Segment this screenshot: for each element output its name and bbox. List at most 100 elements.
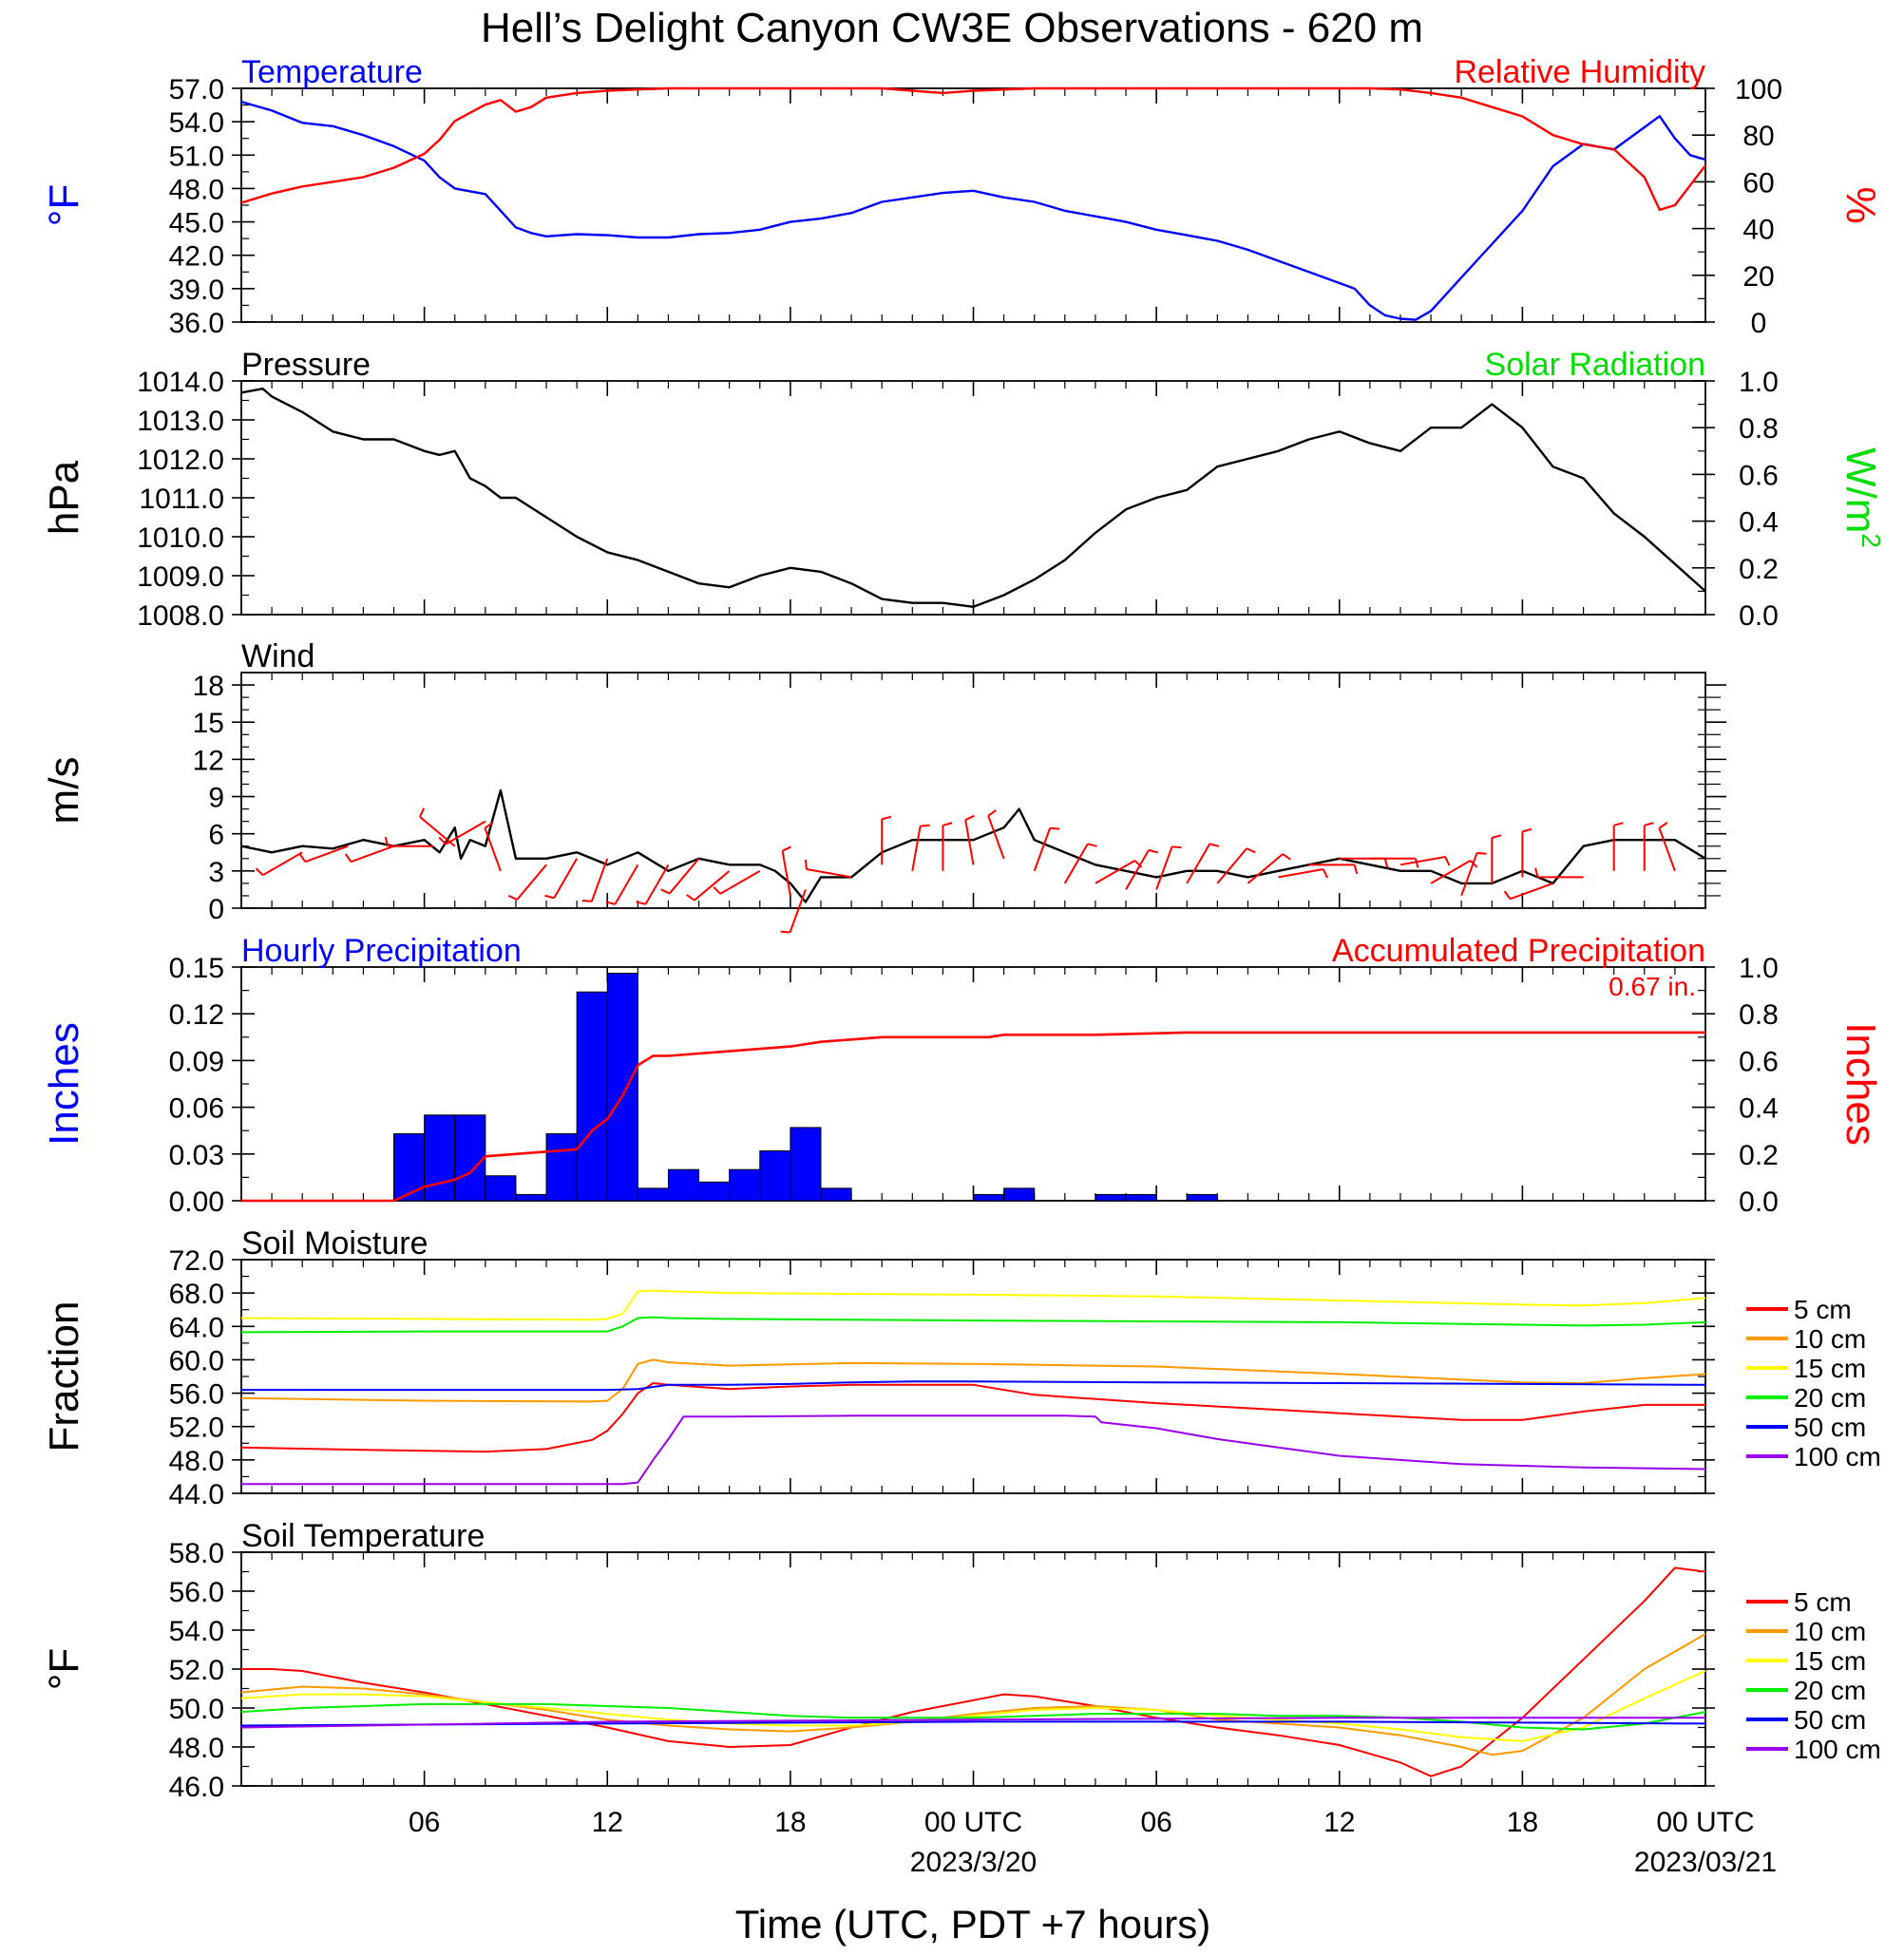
wind-barb-flag [780,930,790,934]
precip-bar [1003,1187,1036,1202]
wind-barb [438,820,486,845]
precip-bar [973,1193,1005,1202]
y-left-tick-label: 0.06 [169,1093,224,1125]
wind-barb [1643,822,1654,871]
x-tick-label: 12 [1323,1807,1355,1838]
precip-bar [1095,1193,1127,1202]
wind-barb [1503,882,1553,901]
series-line-pressure [240,788,1706,903]
wind-barb-flag [255,867,264,876]
y-right-tick-label: 0.6 [1739,1046,1779,1077]
y-left-axis-title: Fraction [41,1301,87,1452]
y-right-axis-title-text: W/m [1837,447,1884,533]
panel-temp_rh: 57.054.051.048.045.042.039.036.0 100 80 60 4… [41,54,1884,339]
wind-barb-staff [1399,855,1446,866]
x-tick-label: 12 [592,1807,623,1838]
wind-barb [605,864,639,905]
legend-label: 15 cm [1794,1646,1866,1676]
y-left-tick-label: 57.0 [169,74,224,105]
accumulated-precip-line [241,1031,1705,1203]
wind-barb-staff [806,868,852,879]
wind-barb-flag [987,809,997,817]
y-left-tick-label: 12 [193,745,224,776]
y-right-tick-label: 0.6 [1739,460,1779,491]
wind-barb-flag [1050,826,1060,830]
y-right-axis-title: Inches [1837,1022,1884,1146]
y-right-tick-label: 0.8 [1739,999,1779,1031]
wind-barb-flag [660,888,671,895]
y-left-tick-label: 1010.0 [137,522,224,554]
wind-barb-staff [1510,882,1553,901]
precip-total-label: 0.67 in. [1609,972,1696,1001]
wind-barb [344,845,394,864]
series-line-humidity [240,86,1706,212]
y-right-tick-label: 100 [1735,74,1782,105]
wind-barb-flag [1353,864,1359,875]
wind-barb [1534,867,1584,879]
x-tick-label: 06 [409,1807,440,1838]
wind-barb-staff [304,845,349,864]
y-right-tick-label: 0.0 [1739,600,1779,632]
y-left-tick-label: 1008.0 [137,600,224,632]
wind-barb [581,858,609,902]
wind-barb [804,859,852,879]
series-line-100cm [241,1414,1706,1486]
precip-bar [424,1114,456,1202]
precip-bar [667,1168,700,1202]
y-left-tick-label: 39.0 [169,275,224,306]
panel-soil_moisture: 72.068.064.060.056.052.048.044.0 Soil Moi… [41,1225,1881,1510]
series-line-20cm [240,1316,1706,1334]
wind-barb [544,858,579,900]
y-left-tick-label: 48.0 [169,174,224,205]
wind-barb [298,845,349,864]
y-left-tick-label: 54.0 [169,107,224,139]
panel-label-left: Wind [241,638,314,674]
wind-barb-flag [1476,851,1487,855]
y-left-axis-title: hPa [41,460,87,535]
y-left-tick-label: 45.0 [169,208,224,239]
wind-barb-flag [419,807,426,818]
y-left-tick-label: 44.0 [169,1479,224,1510]
y-left-tick-label: 50.0 [169,1694,224,1725]
wind-barb [1308,864,1359,875]
precip-bar [545,1132,578,1202]
wind-barb-flag [1534,867,1539,878]
y-right-tick-label: 0.2 [1739,554,1779,585]
y-left-tick-label: 0.03 [169,1140,224,1171]
wind-barb-flag [1209,843,1220,847]
y-left-axis-title: m/s [41,757,87,825]
series-line-10cm [240,1358,1706,1403]
panel-pressure: 1014.0 1013.0 1012.0 1011.0 1010.0 1009.0 1008… [41,347,1886,632]
precip-bar [637,1187,669,1202]
wind-barb-staff [964,819,975,865]
wind-barb [1612,822,1624,871]
wind-barb-flag [544,894,555,900]
wind-barb [1658,822,1676,872]
panel-label-left: Temperature [241,54,423,90]
wind-barb [1460,851,1487,897]
panels: 57.054.051.048.045.042.039.036.010080604… [41,54,1886,1878]
wind-barb-staff [911,826,922,872]
precip-bar [698,1181,731,1202]
y-left-tick-label: 1014.0 [137,367,224,398]
wind-barb-flag [484,822,494,829]
y-right-tick-label: 80 [1742,121,1774,152]
wind-barb-staff [644,864,670,905]
wind-barb-flag [384,836,390,846]
panel-label-left: Pressure [241,347,371,383]
precip-bar [576,991,608,1202]
wind-barb-staff [1460,852,1478,897]
y-right-tick-label: 0.8 [1739,413,1779,445]
y-left-tick-label: 56.0 [169,1379,224,1411]
panel-label-right: Accumulated Precipitation [1332,933,1705,969]
wind-barb-staff [1186,843,1211,884]
panel-label-right: Solar Radiation [1485,347,1705,383]
wind-barb-flag [507,894,518,901]
y-left-tick-label: 15 [193,708,224,739]
wind-barb [1247,853,1291,884]
y-left-tick-label: 42.0 [169,241,224,273]
y-left-tick-label: 46.0 [169,1772,224,1803]
y-right-tick-label: 0.2 [1739,1140,1779,1171]
wind-barb-staff [1278,868,1323,879]
